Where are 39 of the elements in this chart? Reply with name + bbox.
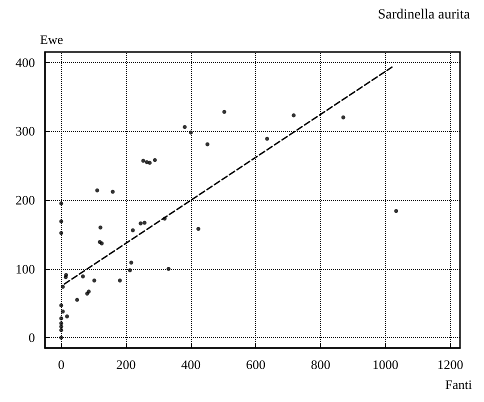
- x-tick-label: 1000: [372, 357, 398, 372]
- point: [205, 142, 210, 146]
- x-tick-label: 800: [310, 357, 330, 372]
- y-tick-label: 400: [16, 54, 35, 70]
- point: [152, 158, 157, 162]
- point: [80, 274, 85, 278]
- x-tick-label: 200: [116, 357, 136, 372]
- point: [129, 260, 134, 265]
- point: [222, 110, 226, 114]
- x-axis-title: Fanti: [445, 377, 472, 392]
- point: [141, 158, 146, 163]
- point: [265, 136, 270, 141]
- point: [95, 188, 100, 192]
- point: [98, 226, 102, 230]
- point: [394, 209, 398, 214]
- point: [196, 226, 200, 231]
- point: [110, 190, 115, 194]
- y-axis-title: Ewe: [40, 32, 64, 47]
- point: [60, 310, 65, 314]
- x-tick-label: 600: [246, 357, 266, 372]
- point: [75, 298, 80, 302]
- point: [142, 220, 147, 225]
- point: [92, 278, 96, 283]
- y-tick-label: 100: [16, 261, 35, 276]
- x-tick-label: 400: [181, 357, 201, 372]
- point: [130, 228, 135, 232]
- point: [341, 115, 346, 120]
- point: [148, 160, 152, 165]
- point: [65, 314, 70, 318]
- point: [138, 221, 143, 226]
- y-tick-label: 300: [16, 124, 35, 139]
- point: [292, 113, 296, 118]
- x-tick-label: 0: [58, 357, 64, 372]
- y-tick-label: 0: [28, 330, 35, 346]
- x-tick-label: 1200: [437, 357, 464, 372]
- point: [118, 278, 122, 283]
- chart-title: Sardinella aurita: [378, 8, 471, 22]
- y-tick-label: 200: [16, 192, 35, 208]
- point: [182, 125, 187, 130]
